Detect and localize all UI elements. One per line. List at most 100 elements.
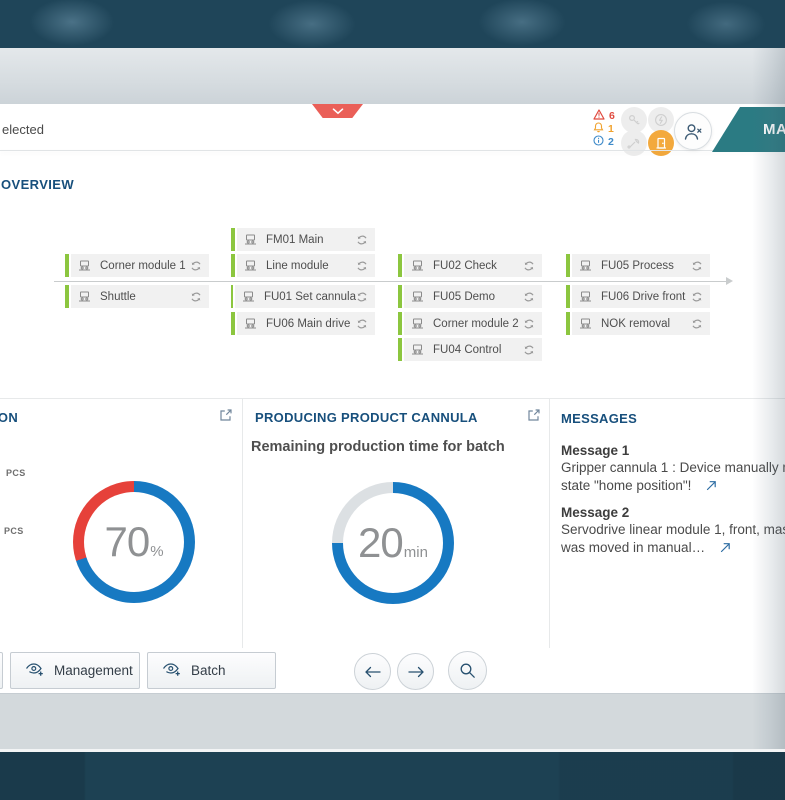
status-bar: [231, 285, 233, 308]
card-divider: [242, 398, 243, 648]
info-counter[interactable]: 2: [593, 135, 623, 148]
module-chip-nok-removal[interactable]: NOK removal: [566, 312, 710, 335]
refresh-icon[interactable]: [356, 234, 368, 246]
cards-top-border: [0, 398, 785, 399]
user-logout-button[interactable]: [674, 112, 712, 150]
module-chip-fu06-main-drive[interactable]: FU06 Main drive: [231, 312, 375, 335]
module-label: Corner module 1: [100, 259, 186, 272]
module-chip-fu01-set-cannula[interactable]: FU01 Set cannula: [231, 285, 375, 308]
status-bar: [566, 285, 570, 308]
message-text: was moved in manual…: [561, 539, 706, 555]
open-message-icon[interactable]: [705, 479, 718, 497]
door-icon[interactable]: [648, 130, 674, 156]
module-chip-line-module[interactable]: Line module: [231, 254, 375, 277]
refresh-icon[interactable]: [190, 291, 202, 303]
flow-arrow-head: [726, 277, 733, 285]
gauge-value: 20: [358, 519, 404, 566]
flow-line: [54, 281, 726, 282]
status-bar: [398, 312, 402, 335]
refresh-icon[interactable]: [356, 291, 368, 303]
module-chip-fu06-drive-front[interactable]: FU06 Drive front: [566, 285, 710, 308]
external-link-icon[interactable]: [219, 408, 233, 422]
module-label: Line module: [266, 259, 329, 272]
toolbar-button-partial[interactable]: [0, 652, 3, 689]
window-bottom-edge: [0, 749, 785, 752]
warning-counter[interactable]: 1: [593, 122, 623, 136]
tools-icon[interactable]: [621, 130, 647, 156]
remaining-time-gauge: 20 min: [332, 482, 454, 604]
module-chip-corner-module-2[interactable]: Corner module 2: [398, 312, 542, 335]
pull-down-tab[interactable]: [312, 104, 363, 118]
module-label: FU02 Check: [433, 259, 497, 272]
module-chip-fu04-control[interactable]: FU04 Control: [398, 338, 542, 361]
status-bar: [398, 254, 402, 277]
module-chip-fu05-process[interactable]: FU05 Process: [566, 254, 710, 277]
gauge-value: 70: [104, 518, 150, 565]
pcs-unit-label: PCS: [6, 468, 26, 478]
module-label: FU04 Control: [433, 343, 502, 356]
card-divider: [549, 398, 550, 648]
search-button[interactable]: [448, 651, 487, 690]
warning-triangle-icon: [593, 109, 605, 123]
external-link-icon[interactable]: [527, 408, 541, 422]
info-count: 2: [608, 136, 614, 148]
batch-button[interactable]: Batch: [147, 652, 276, 689]
previous-button[interactable]: [354, 653, 391, 690]
user-x-icon: [684, 123, 702, 140]
machine-icon: [78, 260, 91, 271]
refresh-icon[interactable]: [356, 318, 368, 330]
message-title: Message 2: [561, 505, 630, 520]
module-label: FU06 Drive front: [601, 290, 686, 303]
producing-card-title: PRODUCING PRODUCT CANNULA: [255, 410, 478, 425]
bell-icon: [593, 122, 604, 136]
management-button[interactable]: Management: [10, 652, 140, 689]
search-icon: [460, 663, 475, 678]
refresh-icon[interactable]: [190, 260, 202, 272]
arrow-left-icon: [364, 666, 381, 677]
machine-icon: [411, 260, 424, 271]
refresh-icon[interactable]: [523, 291, 535, 303]
key-icon[interactable]: [621, 107, 647, 133]
machine-icon: [579, 318, 592, 329]
next-button[interactable]: [397, 653, 434, 690]
status-bar: [566, 312, 570, 335]
status-bar: [231, 228, 235, 251]
gauge-hole: [343, 493, 443, 593]
open-message-icon[interactable]: [719, 541, 732, 559]
eye-plus-icon: [25, 662, 44, 680]
alarm-counter[interactable]: 6: [593, 109, 623, 123]
module-chip-shuttle[interactable]: Shuttle: [65, 285, 209, 308]
refresh-icon[interactable]: [691, 291, 703, 303]
machine-icon: [579, 260, 592, 271]
refresh-icon[interactable]: [523, 318, 535, 330]
chevron-down-icon: [332, 104, 344, 118]
machine-icon: [411, 318, 424, 329]
refresh-icon[interactable]: [356, 260, 368, 272]
module-chip-fu02-check[interactable]: FU02 Check: [398, 254, 542, 277]
module-chip-fu05-demo[interactable]: FU05 Demo: [398, 285, 542, 308]
producing-card-subtitle: Remaining production time for batch: [251, 439, 505, 455]
status-bar: [65, 254, 69, 277]
module-chip-fm01-main[interactable]: FM01 Main: [231, 228, 375, 251]
header-divider: [0, 150, 785, 151]
alarm-count: 6: [609, 110, 615, 122]
messages-card-title: MESSAGES: [561, 411, 638, 426]
refresh-icon[interactable]: [523, 260, 535, 272]
refresh-icon[interactable]: [691, 318, 703, 330]
power-icon[interactable]: [648, 107, 674, 133]
machine-icon: [411, 344, 424, 355]
status-bar: [566, 254, 570, 277]
production-gauge: 70%: [73, 481, 195, 603]
refresh-icon[interactable]: [691, 260, 703, 272]
module-label: FM01 Main: [266, 233, 324, 246]
pcs-unit-label: PCS: [4, 526, 24, 536]
machine-icon: [244, 318, 257, 329]
machine-icon: [242, 291, 255, 302]
refresh-icon[interactable]: [523, 344, 535, 356]
message-item: Message 2 Servodrive linear module 1, fr…: [561, 504, 785, 558]
gauge-hole: [84, 492, 184, 592]
message-text: state "home position"!: [561, 477, 692, 493]
module-chip-corner-module-1[interactable]: Corner module 1: [65, 254, 209, 277]
arrow-right-icon: [407, 666, 424, 677]
